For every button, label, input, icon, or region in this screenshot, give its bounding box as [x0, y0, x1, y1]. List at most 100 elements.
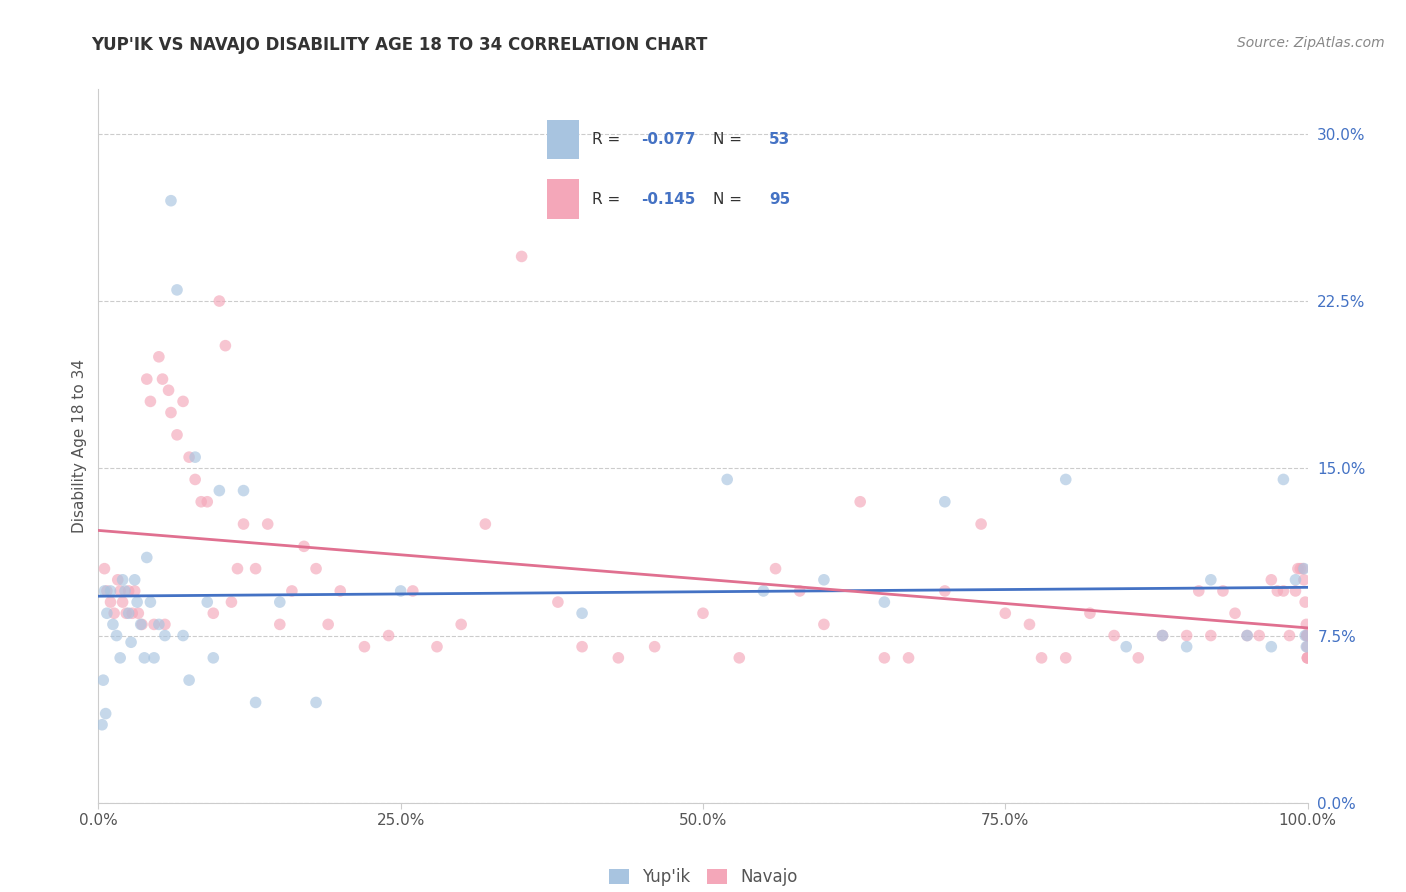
Point [1212, 583, 1234, 598]
Point [474, 516, 496, 531]
Point [160, 405, 183, 419]
Point [813, 617, 835, 632]
Point [172, 394, 194, 409]
Point [994, 607, 1017, 621]
Point [127, 595, 149, 609]
Point [172, 628, 194, 642]
Point [143, 617, 166, 632]
Point [202, 651, 225, 665]
Point [353, 640, 375, 654]
Point [281, 583, 304, 598]
Point [692, 607, 714, 621]
Point [292, 539, 315, 553]
Legend: Yup'ik, Navajo: Yup'ik, Navajo [602, 861, 804, 892]
Point [1128, 651, 1150, 665]
Point [139, 595, 162, 609]
Y-axis label: Disability Age 18 to 34: Disability Age 18 to 34 [72, 359, 87, 533]
Point [305, 562, 328, 576]
Point [1296, 628, 1319, 642]
Point [1295, 617, 1317, 632]
Point [1031, 651, 1053, 665]
Point [269, 595, 291, 609]
Point [118, 607, 141, 621]
Point [1115, 640, 1137, 654]
Point [1295, 640, 1317, 654]
Point [124, 583, 146, 598]
Point [107, 573, 129, 587]
Point [93, 562, 115, 576]
Text: Source: ZipAtlas.com: Source: ZipAtlas.com [1237, 36, 1385, 50]
Point [105, 628, 128, 642]
Point [256, 516, 278, 531]
Point [389, 583, 412, 598]
Point [1286, 562, 1309, 576]
Point [121, 607, 143, 621]
Point [91, 717, 114, 731]
Point [135, 550, 157, 565]
Point [93, 583, 115, 598]
Point [1078, 607, 1101, 621]
Point [644, 640, 666, 654]
Point [108, 583, 131, 598]
Point [115, 607, 138, 621]
Point [402, 583, 425, 598]
Point [897, 651, 920, 665]
Point [1152, 628, 1174, 642]
Point [148, 617, 170, 632]
Point [148, 350, 170, 364]
Point [849, 494, 872, 508]
Point [160, 194, 183, 208]
Point [1295, 628, 1317, 642]
Point [166, 283, 188, 297]
Point [1054, 473, 1077, 487]
Point [195, 595, 218, 609]
Point [232, 483, 254, 498]
Point [94, 706, 117, 721]
Point [111, 595, 134, 609]
Point [135, 372, 157, 386]
Point [934, 583, 956, 598]
Text: YUP'IK VS NAVAJO DISABILITY AGE 18 TO 34 CORRELATION CHART: YUP'IK VS NAVAJO DISABILITY AGE 18 TO 34… [91, 36, 707, 54]
Point [970, 516, 993, 531]
Point [1272, 583, 1295, 598]
Point [1292, 562, 1315, 576]
Point [752, 583, 775, 598]
Point [129, 617, 152, 632]
Point [1267, 583, 1289, 598]
Point [1295, 628, 1317, 642]
Point [269, 617, 291, 632]
Point [1284, 573, 1306, 587]
Point [1236, 628, 1258, 642]
Point [1223, 607, 1246, 621]
Point [716, 473, 738, 487]
Point [789, 583, 811, 598]
Point [1236, 628, 1258, 642]
Point [226, 562, 249, 576]
Point [1289, 562, 1312, 576]
Point [134, 651, 156, 665]
Point [1284, 583, 1306, 598]
Point [120, 635, 142, 649]
Point [153, 617, 176, 632]
Point [221, 595, 243, 609]
Point [813, 573, 835, 587]
Point [1294, 595, 1316, 609]
Point [765, 562, 787, 576]
Point [426, 640, 449, 654]
Point [1102, 628, 1125, 642]
Point [1296, 651, 1319, 665]
Point [101, 617, 124, 632]
Point [1199, 628, 1222, 642]
Point [96, 607, 118, 621]
Point [111, 573, 134, 587]
Point [607, 651, 630, 665]
Point [152, 372, 174, 386]
Point [873, 595, 896, 609]
Point [100, 583, 122, 598]
Point [1152, 628, 1174, 642]
Point [571, 607, 593, 621]
Point [728, 651, 751, 665]
Point [139, 394, 162, 409]
Point [1272, 473, 1295, 487]
Point [157, 384, 180, 398]
